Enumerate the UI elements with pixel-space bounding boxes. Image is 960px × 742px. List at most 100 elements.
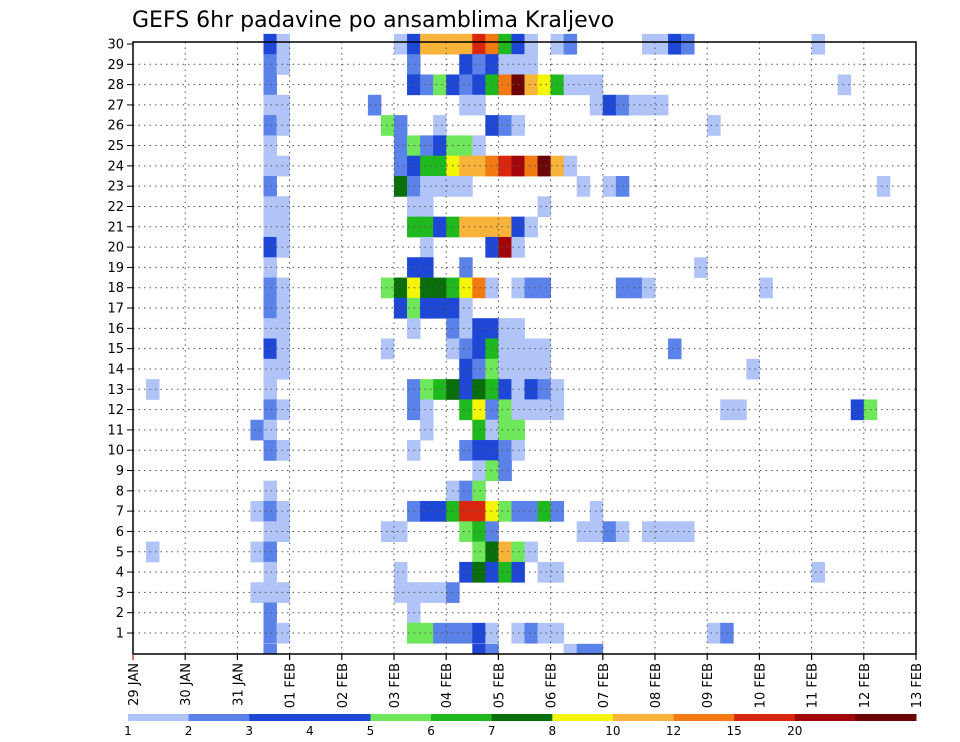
y-tick-label: 12	[107, 403, 124, 418]
heatmap-cell	[420, 277, 434, 299]
heatmap-cell	[681, 521, 695, 542]
heatmap-cell	[472, 399, 486, 421]
heatmap-cell	[720, 622, 734, 644]
heatmap-cell	[537, 358, 551, 380]
heatmap-cell	[263, 115, 277, 136]
colorbar-label: 8	[548, 724, 556, 738]
heatmap-cell	[602, 94, 617, 116]
heatmap-cell	[472, 155, 486, 177]
heatmap-cell	[263, 94, 277, 116]
heatmap-cell	[498, 541, 512, 563]
heatmap-cell	[263, 440, 277, 461]
heatmap-cell	[576, 521, 591, 542]
heatmap-cell	[263, 521, 277, 542]
heatmap-cell	[394, 155, 408, 177]
heatmap-cell	[433, 379, 447, 400]
heatmap-cell	[628, 277, 643, 299]
heatmap-cell	[472, 561, 486, 583]
x-tick-label: 09 FEB	[701, 663, 716, 708]
heatmap-cell	[446, 33, 460, 55]
heatmap-cell	[472, 338, 486, 360]
y-tick-label: 30	[107, 38, 124, 53]
y-tick-label: 19	[107, 261, 124, 276]
heatmap-cell	[720, 399, 734, 421]
heatmap-cell	[420, 33, 434, 55]
heatmap-cell	[576, 643, 591, 655]
heatmap-cell	[537, 277, 551, 299]
heatmap-cell	[472, 318, 486, 339]
heatmap-cell	[641, 521, 656, 542]
y-tick-label: 17	[107, 302, 124, 317]
x-tick-label: 12 FEB	[858, 663, 873, 708]
heatmap-cell	[394, 33, 408, 55]
heatmap-cell	[641, 94, 656, 116]
heatmap-cell	[576, 176, 591, 197]
heatmap-cell	[459, 54, 473, 75]
heatmap-cell	[485, 277, 499, 299]
heatmap-cell	[537, 500, 551, 522]
heatmap-cell	[459, 500, 473, 522]
heatmap-cell	[472, 622, 486, 644]
heatmap-cell	[472, 541, 486, 563]
heatmap-cell	[459, 94, 473, 116]
heatmap-cell	[433, 582, 447, 603]
heatmap-cell	[263, 480, 277, 502]
heatmap-cell	[707, 115, 721, 136]
heatmap-cell	[459, 440, 473, 461]
heatmap-cell	[459, 297, 473, 319]
heatmap-cell	[485, 358, 499, 380]
heatmap-cell	[524, 74, 538, 96]
heatmap-cell	[485, 155, 499, 177]
colorbar-swatch	[673, 714, 735, 721]
heatmap-cell	[276, 521, 290, 542]
heatmap-cell	[485, 54, 499, 75]
heatmap-cell	[459, 622, 473, 644]
colorbar-swatch	[128, 714, 190, 721]
heatmap-cell	[485, 440, 499, 461]
heatmap-cell	[407, 33, 421, 55]
heatmap-cell	[459, 399, 473, 421]
heatmap-cell	[485, 561, 499, 583]
heatmap-cell	[472, 358, 486, 380]
heatmap-cell	[524, 500, 538, 522]
heatmap-cell	[420, 379, 434, 400]
heatmap-cell	[733, 399, 747, 421]
heatmap-cell	[394, 561, 408, 583]
colorbar-swatch	[309, 714, 371, 721]
heatmap-cell	[263, 643, 277, 655]
heatmap-cell	[485, 643, 499, 655]
heatmap-cell	[276, 297, 290, 319]
y-tick-label: 14	[107, 362, 124, 377]
heatmap-cell	[472, 500, 486, 522]
heatmap-cell	[524, 277, 538, 299]
heatmap-cell	[498, 33, 512, 55]
heatmap-cell	[276, 622, 290, 644]
heatmap-cell	[459, 135, 473, 157]
heatmap-cell	[263, 602, 277, 624]
heatmap-cell	[524, 399, 538, 421]
heatmap-cell	[146, 541, 160, 563]
heatmap-cell	[394, 115, 408, 136]
heatmap-cell	[850, 399, 865, 421]
heatmap-cell	[485, 74, 499, 96]
heatmap-cell	[498, 216, 512, 238]
heatmap-cell	[276, 94, 290, 116]
heatmap-cell	[655, 33, 669, 55]
heatmap-cell	[563, 155, 578, 177]
colorbar-swatch	[734, 714, 796, 721]
heatmap-cell	[420, 196, 434, 218]
heatmap-cell	[367, 94, 382, 116]
heatmap-cell	[563, 74, 578, 96]
heatmap-cell	[420, 135, 434, 157]
y-tick-label: 18	[107, 281, 124, 296]
y-tick-label: 25	[107, 139, 124, 154]
colorbar-label: 7	[488, 724, 496, 738]
x-tick-label: 07 FEB	[597, 663, 612, 708]
heatmap-cell	[563, 643, 578, 655]
heatmap-cell	[276, 500, 290, 522]
colorbar-label: 1	[124, 724, 132, 738]
heatmap-cell	[876, 176, 891, 197]
heatmap-cell	[433, 155, 447, 177]
heatmap-cell	[641, 33, 656, 55]
heatmap-cell	[263, 358, 277, 380]
